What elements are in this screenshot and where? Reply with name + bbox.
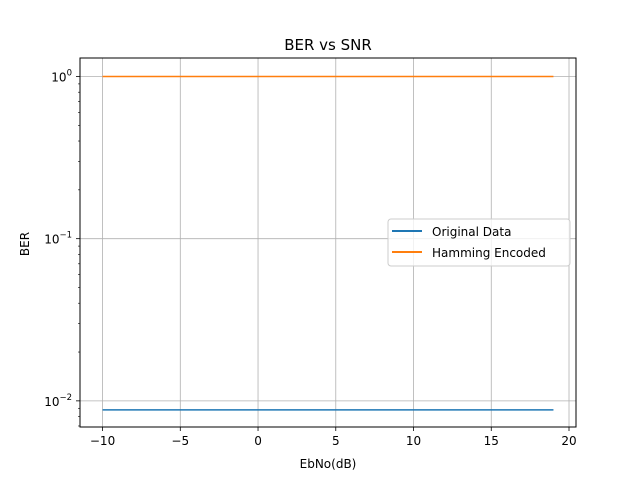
x-tick-label: 20 (561, 434, 576, 448)
chart-title: BER vs SNR (284, 36, 372, 54)
legend-label-original-data: Original Data (432, 225, 511, 239)
y-tick-exponent: −1 (59, 231, 72, 241)
x-tick-label: 5 (332, 434, 340, 448)
y-tick-exponent: −2 (59, 393, 72, 403)
x-tick-label: −10 (90, 434, 115, 448)
y-tick-label: 100 (51, 68, 72, 84)
x-axis: −10 −5 0 5 10 15 20 (90, 427, 577, 448)
series-layer (102, 75, 554, 411)
x-tick-label: 15 (484, 434, 499, 448)
legend-box (387, 218, 571, 267)
y-tick-label: 10−1 (44, 231, 72, 247)
y-tick-exponent: 0 (67, 68, 72, 78)
plot-frame (79, 57, 577, 428)
legend-label-hamming-encoded: Hamming Encoded (432, 246, 546, 260)
y-axis-label: BER (18, 232, 32, 256)
x-tick-label: 0 (254, 434, 262, 448)
y-tick-base: 10 (51, 70, 66, 84)
x-tick-label: 10 (406, 434, 421, 448)
x-axis-label: EbNo(dB) (300, 457, 357, 471)
x-tick-label: −5 (171, 434, 189, 448)
legend: Original Data Hamming Encoded (387, 218, 571, 267)
y-tick-base: 10 (44, 395, 59, 409)
y-tick-label: 10−2 (44, 393, 72, 409)
y-tick-base: 10 (44, 233, 59, 247)
